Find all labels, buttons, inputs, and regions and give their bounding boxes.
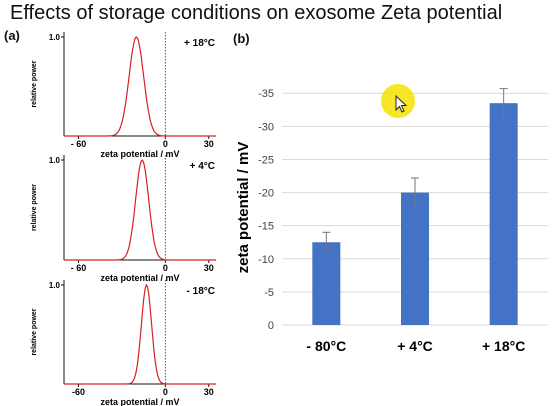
- y-tick-label: 1.0: [49, 33, 61, 42]
- x-tick-label: 30: [204, 139, 214, 149]
- figure-title: Effects of storage conditions on exosome…: [10, 2, 503, 24]
- distribution-curve: [64, 283, 216, 385]
- x-tick-label: 30: [204, 263, 214, 273]
- x-tick-label: + 18°C: [482, 338, 525, 354]
- bar: [489, 103, 518, 325]
- x-tick-label: 0: [163, 387, 168, 397]
- x-tick-label: 30: [204, 387, 214, 397]
- y-axis-label: relative power: [31, 184, 38, 231]
- distribution-curve: [64, 36, 216, 137]
- x-axis-label: zeta potential / mV: [100, 149, 179, 159]
- y-tick-label: -25: [258, 154, 274, 166]
- x-axis-label: zeta potential / mV: [100, 273, 179, 283]
- panel-b-label: (b): [233, 31, 250, 46]
- y-tick-label: 1.0: [49, 281, 61, 290]
- x-tick-label: 0: [163, 139, 168, 149]
- x-tick-label: - 60: [71, 263, 87, 273]
- y-tick-label: -35: [258, 88, 274, 100]
- y-axis-label: relative power: [31, 308, 38, 355]
- bar: [312, 242, 341, 325]
- y-tick-label: -30: [258, 121, 274, 133]
- x-tick-label: -60: [72, 387, 85, 397]
- y-tick-label: -5: [264, 287, 274, 299]
- y-tick-label: 0: [268, 320, 274, 332]
- x-tick-label: - 80°C: [306, 338, 346, 354]
- x-tick-label: - 60: [71, 139, 87, 149]
- y-tick-label: -20: [258, 188, 274, 200]
- x-axis-label: zeta potential / mV: [100, 397, 179, 406]
- y-tick-label: -15: [258, 221, 274, 233]
- condition-label: - 18°C: [187, 286, 215, 297]
- y-axis-label: zeta potential / mV: [235, 142, 252, 274]
- panel-a-label: (a): [4, 28, 20, 43]
- y-axis-label: relative power: [31, 60, 38, 107]
- y-tick-label: -10: [258, 254, 274, 266]
- x-tick-label: + 4°C: [397, 338, 433, 354]
- distribution-curve: [64, 159, 216, 261]
- bar: [401, 192, 429, 325]
- y-tick-label: 1.0: [49, 156, 61, 165]
- x-tick-label: 0: [163, 263, 168, 273]
- condition-label: + 4°C: [190, 161, 215, 172]
- condition-label: + 18°C: [184, 38, 215, 49]
